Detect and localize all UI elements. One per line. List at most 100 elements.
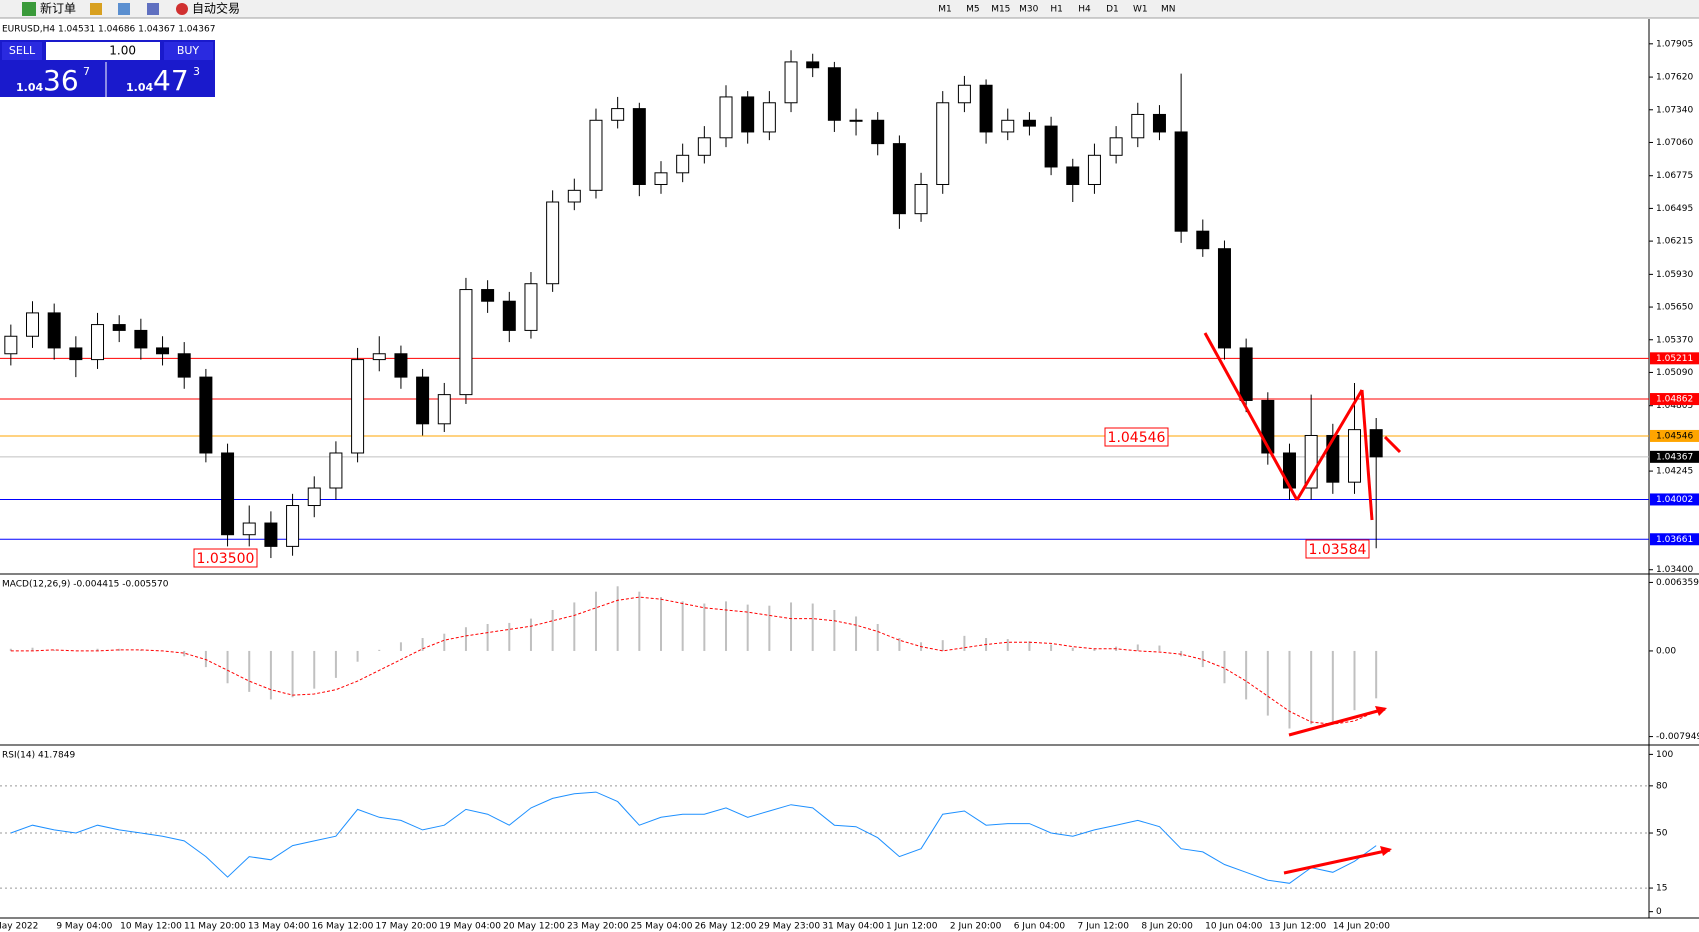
timeframe-button[interactable]: H1: [1050, 5, 1063, 15]
y-tick-label: 1.05930: [1656, 270, 1693, 280]
sell-button[interactable]: [2, 42, 42, 60]
y-tick-label: 1.06215: [1656, 237, 1693, 247]
y-tick-label: 1.07060: [1656, 138, 1693, 148]
level-tag: [1650, 393, 1699, 406]
x-tick-label: 13 May 04:00: [248, 922, 310, 932]
macd-bar: [638, 591, 641, 651]
macd-bar: [1310, 650, 1313, 725]
timeframe-button[interactable]: MN: [1161, 5, 1176, 15]
y-tick-label: 1.05650: [1656, 303, 1693, 313]
buy-button[interactable]: [164, 42, 213, 60]
macd-bar: [421, 638, 424, 651]
lots-value[interactable]: 1.00: [109, 44, 136, 58]
new-order-button[interactable]: 新订单: [40, 1, 76, 16]
candle-body: [1044, 125, 1058, 168]
buy-label[interactable]: BUY: [177, 44, 200, 57]
macd-bar: [1201, 650, 1204, 668]
timeframe-bar: M1 M5 M15 M30 H1 H4 D1 W1 MN: [938, 5, 1175, 15]
x-tick-label: 17 May 20:00: [375, 922, 437, 932]
macd-bar: [313, 650, 316, 689]
panel-title: RSI(14) 41.7849: [2, 751, 75, 761]
x-tick-label: 13 Jun 12:00: [1269, 922, 1326, 932]
toolbar-icon[interactable]: [90, 3, 102, 15]
macd-bar: [378, 649, 381, 651]
drawn-arrows: [1203, 332, 1402, 875]
macd-bar: [1136, 644, 1139, 651]
y-tick-label: 1.03400: [1656, 565, 1693, 575]
x-tick-label: 2 Jun 20:00: [950, 922, 1002, 932]
candle-body: [416, 376, 430, 425]
new-order-icon[interactable]: [22, 2, 36, 16]
buy-price-big: 1.04: [126, 81, 153, 94]
candle-body: [524, 283, 538, 331]
x-tick-label: 23 May 20:00: [567, 922, 629, 932]
auto-trading-button[interactable]: 自动交易: [192, 1, 240, 16]
lots-input[interactable]: [46, 42, 160, 60]
price-annotation-box: [1104, 427, 1169, 447]
level-tag: [1650, 352, 1699, 365]
timeframe-button[interactable]: W1: [1133, 5, 1148, 15]
candle-body: [1022, 119, 1036, 127]
toolbar-icon[interactable]: [118, 3, 130, 15]
candle-body: [1282, 452, 1296, 489]
price-annotation: 1.04546: [1108, 430, 1166, 446]
arrow-head: [1375, 706, 1387, 716]
y-tick-label: 1.05370: [1656, 335, 1693, 345]
candle-body: [1304, 434, 1318, 489]
candle-body: [307, 487, 321, 507]
y-tick-label: 1.05090: [1656, 368, 1693, 378]
candle-body: [676, 154, 690, 174]
arrow-head: [1380, 846, 1392, 856]
macd-bar: [529, 618, 532, 651]
y-tick-label: 1.06775: [1656, 171, 1693, 181]
candle-body: [784, 61, 798, 104]
macd-bar: [1050, 644, 1053, 651]
candle-body: [1239, 347, 1253, 401]
candle-body: [1369, 429, 1383, 458]
sell-price-pips: 36: [43, 64, 79, 97]
trend-arrow: [1295, 389, 1364, 501]
trend-arrow: [1288, 707, 1386, 737]
macd-bar: [1353, 650, 1356, 711]
candle-body: [979, 84, 993, 133]
candle-body: [91, 324, 105, 361]
macd-bar: [183, 650, 186, 657]
candle-body: [697, 137, 711, 156]
x-tick-label: 14 Jun 20:00: [1333, 922, 1390, 932]
candle-body: [546, 201, 560, 285]
toolbar-icon[interactable]: [147, 3, 159, 15]
timeframe-button[interactable]: M5: [966, 5, 980, 15]
candle-body: [69, 347, 83, 361]
timeframe-button[interactable]: H4: [1078, 5, 1091, 15]
candle-body: [329, 452, 343, 489]
x-tick-label: 10 Jun 04:00: [1205, 922, 1262, 932]
candle-body: [112, 324, 126, 331]
candle-body: [4, 335, 18, 355]
timeframe-button[interactable]: D1: [1106, 5, 1119, 15]
timeframe-button[interactable]: M15: [991, 5, 1010, 15]
macd-bar: [464, 627, 467, 651]
macd-bar: [1245, 650, 1248, 700]
macd-bar: [681, 601, 684, 651]
y-tick-label: 0.00: [1656, 646, 1676, 656]
candle-body: [957, 84, 971, 104]
x-tick-label: 25 May 04:00: [631, 922, 693, 932]
macd-bar: [941, 640, 944, 651]
macd-bar: [963, 635, 966, 651]
buy-price-point: 3: [193, 65, 200, 78]
sell-label[interactable]: SELL: [9, 44, 36, 57]
macd-bar: [356, 650, 359, 662]
candle-body: [849, 119, 863, 122]
candle-body: [654, 172, 668, 185]
sell-price-big: 1.04: [16, 81, 43, 94]
auto-trading-icon[interactable]: [176, 3, 188, 15]
candle-body: [1348, 429, 1361, 483]
macd-bar: [811, 603, 814, 651]
candle-body: [806, 61, 820, 69]
macd-bar: [594, 591, 597, 651]
candle-body: [26, 312, 40, 337]
timeframe-button[interactable]: M30: [1019, 5, 1038, 15]
price-annotation-box: [193, 548, 258, 568]
timeframe-button[interactable]: M1: [938, 5, 952, 15]
y-tick-label: 50: [1656, 829, 1668, 839]
